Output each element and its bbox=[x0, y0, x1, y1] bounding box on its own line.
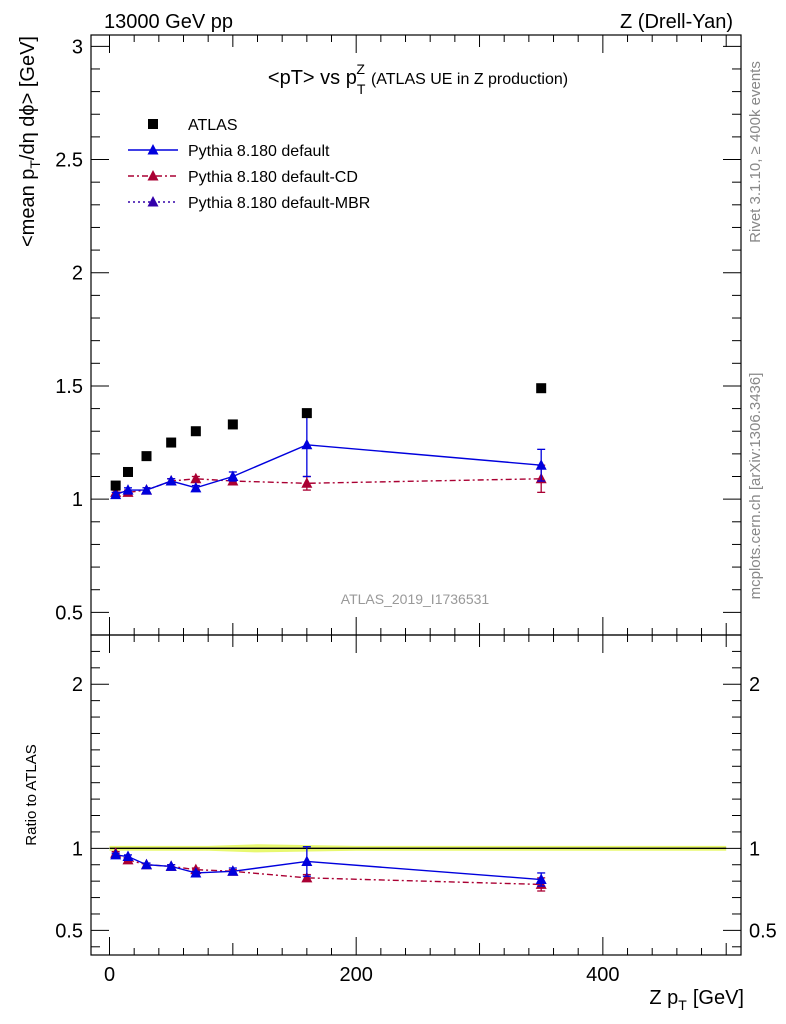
atlas-point bbox=[190, 426, 201, 437]
legend-marker bbox=[147, 170, 159, 181]
y-tick-label: 0.5 bbox=[55, 920, 83, 942]
x-axis-label: Z pT [GeV] bbox=[649, 987, 744, 1013]
ratio-default-point bbox=[227, 865, 239, 876]
y-axis-label-main: <mean pT/dη dϕ> [GeV] bbox=[17, 36, 43, 247]
y-tick-label: 2 bbox=[72, 263, 83, 285]
ratio-series bbox=[110, 846, 547, 892]
y-axis-label-ratio: Ratio to ATLAS bbox=[23, 744, 40, 845]
default-point bbox=[110, 488, 122, 500]
default-cd-line bbox=[115, 478, 542, 494]
default-line bbox=[115, 444, 542, 496]
legend-marker-atlas bbox=[148, 119, 158, 129]
ratio-default-point bbox=[190, 866, 202, 878]
legend-label: ATLAS bbox=[188, 117, 238, 134]
header-right: Z (Drell-Yan) bbox=[620, 11, 733, 33]
y-tick-label: 3 bbox=[72, 36, 83, 58]
ratio-default-point bbox=[122, 850, 134, 862]
x-tick-label: 200 bbox=[339, 964, 372, 986]
legend-marker bbox=[147, 144, 159, 155]
main-ticks: 0.5 1 1.5 2 2.5 3 bbox=[55, 35, 741, 636]
y-tick-label-right: 1 bbox=[749, 838, 760, 860]
y-tick-label: 1 bbox=[72, 838, 83, 860]
ratio-band bbox=[109, 844, 727, 853]
legend-label: Pythia 8.180 default bbox=[188, 143, 330, 160]
ratio-default-point bbox=[110, 848, 122, 860]
mcplots-label: mcplots.cern.ch [arXiv:1306.3436] bbox=[747, 373, 764, 600]
legend-label: Pythia 8.180 default-MBR bbox=[188, 195, 370, 212]
ratio-default-cd-point bbox=[301, 871, 313, 883]
default-point bbox=[227, 470, 239, 482]
y-tick-label: 2.5 bbox=[55, 150, 83, 172]
atlas-point bbox=[536, 383, 547, 394]
legend: ATLAS Pythia 8.180 default Pythia 8.180 de… bbox=[128, 117, 370, 212]
default-point bbox=[141, 484, 153, 495]
x-tick-label: 400 bbox=[586, 964, 619, 986]
ratio-default-point bbox=[141, 858, 153, 870]
x-tick-label: 0 bbox=[104, 964, 115, 986]
default-cd-point bbox=[190, 472, 202, 484]
rivet-label: Rivet 3.1.10, ≥ 400k events bbox=[747, 61, 764, 243]
ratio-frame bbox=[90, 634, 742, 956]
y-tick-label-right: 2 bbox=[749, 674, 760, 696]
legend-label: Pythia 8.180 default-CD bbox=[188, 169, 358, 186]
ratio-default-point bbox=[301, 855, 313, 866]
main-plot-panel: 0.5 1 1.5 2 2.5 3 ATLAS_2019_I1736531 <pT> vs… bbox=[55, 34, 742, 636]
default-point bbox=[122, 484, 134, 495]
atlas-point bbox=[141, 451, 152, 462]
y-tick-label: 1 bbox=[72, 489, 83, 511]
main-series bbox=[110, 383, 547, 500]
default-point bbox=[190, 481, 202, 493]
ratio-plot-panel: 0 200 400 0.5 0.5 1 1 2 2 bbox=[55, 634, 777, 986]
y-tick-label-right: 0.5 bbox=[749, 920, 777, 942]
legend-marker bbox=[147, 196, 159, 207]
default-point bbox=[165, 475, 177, 486]
header-left: 13000 GeV pp bbox=[104, 11, 233, 33]
default-point bbox=[535, 459, 547, 470]
y-tick-label: 0.5 bbox=[55, 602, 83, 624]
y-tick-label: 1.5 bbox=[55, 376, 83, 398]
atlas-point bbox=[110, 480, 121, 491]
atlas-point bbox=[227, 419, 238, 430]
ratio-ticks: 0 200 400 0.5 0.5 1 1 2 2 bbox=[55, 634, 777, 986]
ratio-default-point bbox=[165, 860, 177, 871]
chart-title: <pT> vs pTZ(ATLAS UE in Z production) bbox=[268, 61, 568, 97]
ratio-default-point bbox=[535, 873, 547, 885]
y-tick-label: 2 bbox=[72, 674, 83, 696]
default-cd-point bbox=[301, 477, 313, 488]
atlas-point bbox=[301, 408, 312, 419]
watermark: ATLAS_2019_I1736531 bbox=[341, 591, 490, 607]
atlas-point bbox=[166, 437, 177, 448]
default-point bbox=[301, 438, 313, 450]
atlas-point bbox=[123, 466, 134, 477]
